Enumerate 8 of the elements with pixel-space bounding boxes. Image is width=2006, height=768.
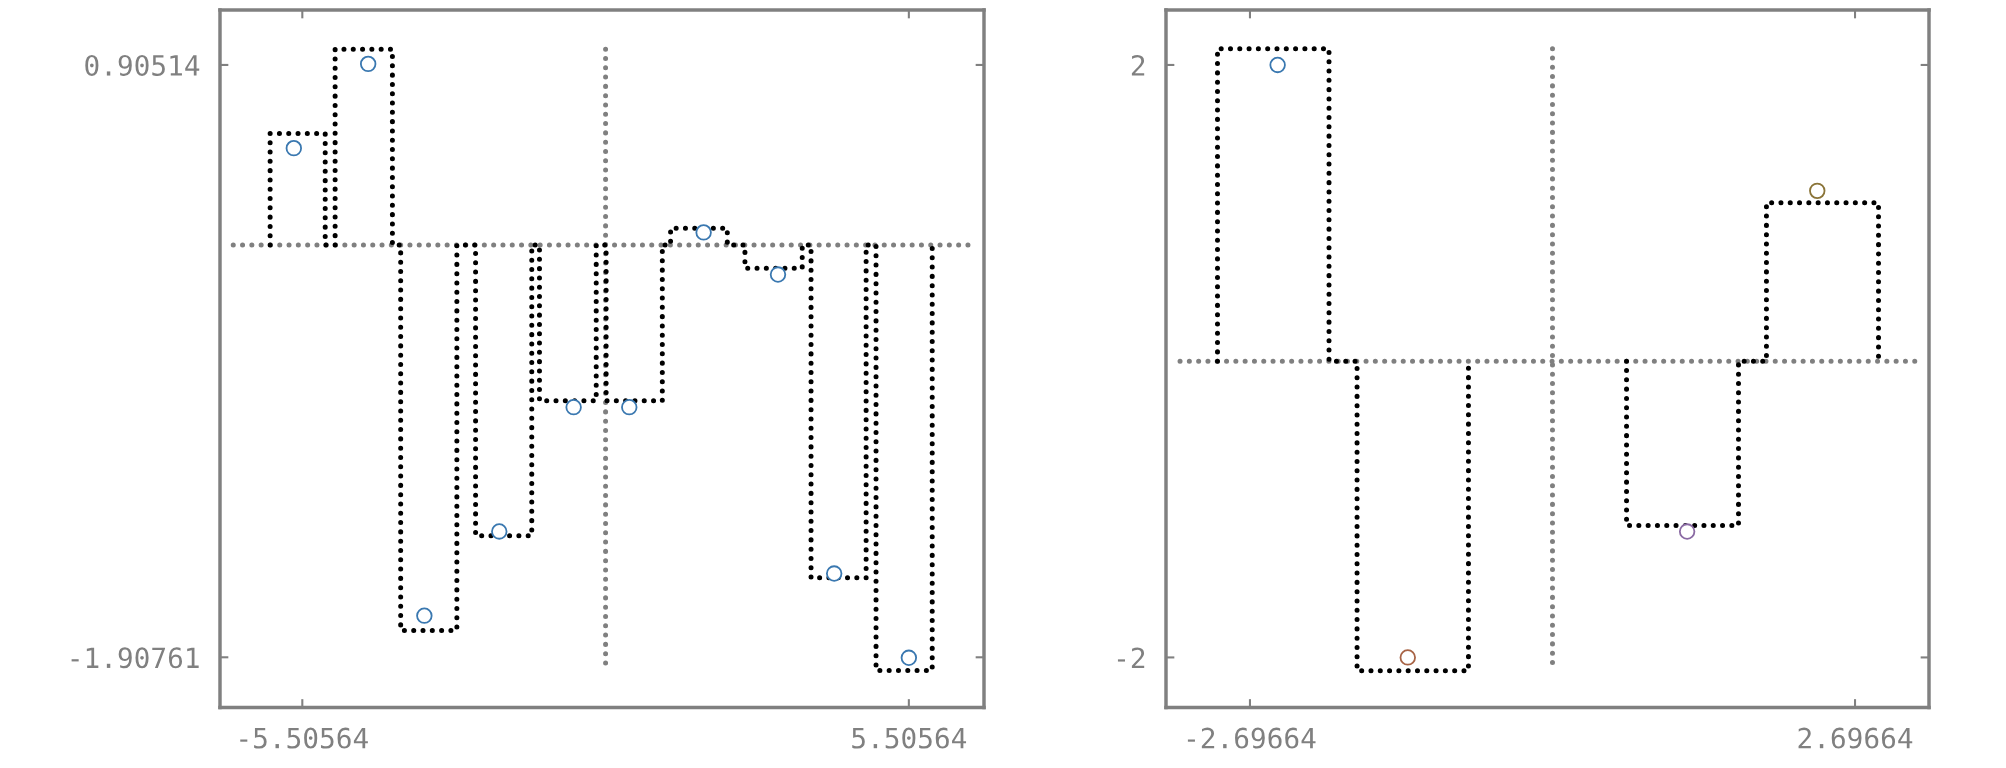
x-tick-label: -2.69664 [1187,727,1316,749]
y-tick-label: -1.90761 [71,647,199,669]
x-tick-label: 2.69664 [1798,727,1913,749]
y-tick-label: -2 [1117,647,1145,669]
y-tick-label: 0.90514 [85,54,200,76]
x-tick-label: -5.50564 [240,727,368,749]
y-tick-label: 2 [1131,54,1145,76]
x-tick-label: 5.50564 [852,727,967,749]
